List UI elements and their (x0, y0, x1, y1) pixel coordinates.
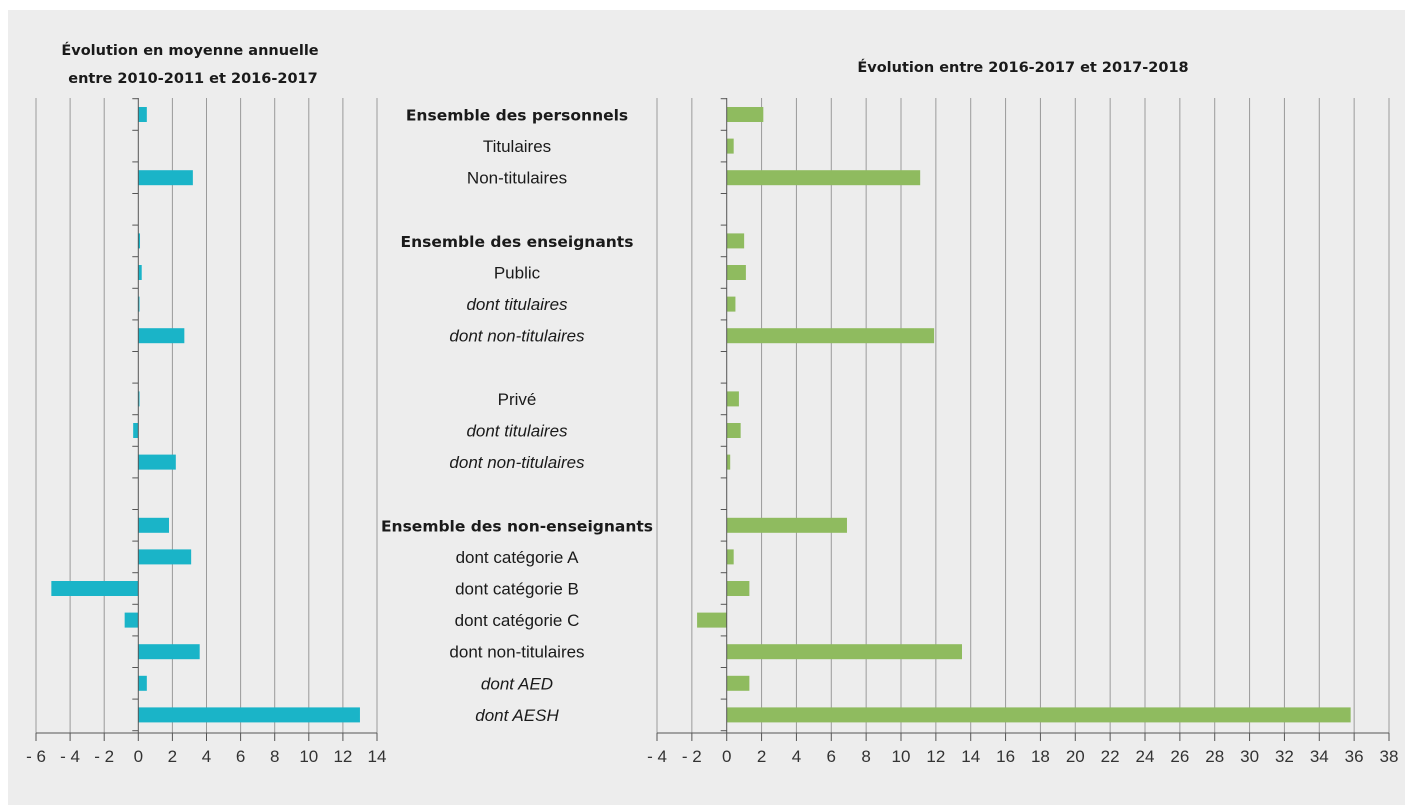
left-bar (138, 170, 193, 186)
left-x-tick-label: 10 (299, 747, 318, 766)
right-x-tick-label: 38 (1380, 747, 1399, 766)
right-bar (726, 644, 962, 660)
right-x-tick-label: - 4 (647, 747, 667, 766)
right-gridlines (656, 98, 1390, 733)
left-x-tick-label: 12 (333, 747, 352, 766)
left-x-tick-label: - 6 (26, 747, 46, 766)
right-x-tick-label: 32 (1275, 747, 1294, 766)
right-x-tick-label: 4 (792, 747, 801, 766)
right-x-tick-label: 22 (1101, 747, 1120, 766)
left-x-tick-label: 4 (202, 747, 211, 766)
right-x-tick-label: 20 (1066, 747, 1085, 766)
left-bar (124, 612, 139, 628)
left-chart-title-line-1: Évolution en moyenne annuelle (61, 42, 318, 59)
category-label: Ensemble des enseignants (401, 233, 634, 251)
right-x-tick-label: 2 (757, 747, 766, 766)
left-bar (138, 707, 360, 723)
right-x-tick-label: 12 (926, 747, 945, 766)
category-labels: Ensemble des personnels Titulaires Non-tit… (381, 107, 653, 725)
left-gridlines (35, 98, 378, 733)
right-bar (726, 581, 750, 596)
left-bar (138, 549, 192, 565)
right-bar (726, 675, 750, 691)
left-x-tick-label: 6 (236, 747, 245, 766)
left-bar (138, 328, 185, 344)
right-bar (726, 296, 736, 312)
right-axes: - 4- 2 0 2 4 6 8 10 12 14 16 18 20 22 24 26 28 30 32 34 36 3… (647, 98, 1398, 766)
left-x-tick-label: - 2 (94, 747, 114, 766)
right-bar (726, 454, 731, 470)
left-bar (133, 423, 139, 438)
right-x-tick-label: 30 (1240, 747, 1259, 766)
right-bar (726, 517, 847, 533)
category-label: dont AESH (475, 706, 559, 725)
left-bar (138, 265, 142, 280)
left-bar (138, 296, 140, 312)
left-bar (138, 675, 147, 691)
left-chart-title-line-2: entre 2010-2011 et 2016-2017 (68, 71, 317, 87)
category-label: Ensemble des personnels (406, 107, 628, 125)
category-label: dont catégorie B (455, 580, 579, 599)
left-bar (138, 107, 147, 122)
left-x-tick-label: 2 (168, 747, 177, 766)
category-label: dont titulaires (466, 422, 568, 441)
left-bars (51, 107, 360, 723)
left-bar (138, 454, 176, 470)
left-x-tick-label: 0 (134, 747, 143, 766)
category-label: Non-titulaires (467, 169, 567, 188)
right-x-tick-label: 24 (1136, 747, 1155, 766)
left-bar (51, 581, 139, 596)
category-label: Privé (498, 390, 537, 409)
right-x-tick-label: 36 (1345, 747, 1364, 766)
left-bar (138, 233, 141, 249)
category-label: dont catégorie A (456, 548, 580, 567)
right-x-tick-label: 16 (996, 747, 1015, 766)
right-x-tick-label: 6 (827, 747, 836, 766)
right-bar (726, 549, 734, 565)
right-bar (726, 138, 734, 154)
category-label: dont non-titulaires (449, 453, 585, 472)
right-bar (726, 265, 746, 280)
left-axes: - 6 - 4 - 2 0 2 4 6 8 10 12 14 (26, 98, 386, 766)
right-x-tick-label: 0 (722, 747, 731, 766)
right-x-tick-label: 34 (1310, 747, 1329, 766)
category-label: Titulaires (483, 137, 551, 156)
right-bar (726, 233, 745, 249)
category-label: dont titulaires (466, 295, 568, 314)
left-bar (138, 391, 140, 407)
right-bar (697, 612, 727, 628)
category-label: Public (494, 264, 541, 283)
right-bar (726, 107, 764, 122)
right-bar (726, 423, 741, 438)
right-x-tick-label: 18 (1031, 747, 1050, 766)
category-label: dont non-titulaires (449, 327, 585, 346)
right-bar (726, 707, 1351, 723)
category-label: Ensemble des non-enseignants (381, 517, 653, 535)
left-x-tick-label: 8 (270, 747, 279, 766)
category-label: dont AED (481, 674, 553, 693)
left-x-tick-label: 14 (368, 747, 387, 766)
left-x-tick-label: - 4 (60, 747, 80, 766)
right-bar (726, 328, 935, 344)
right-x-tick-label: 14 (961, 747, 980, 766)
right-bar (726, 170, 921, 186)
right-x-tick-label: - 2 (682, 747, 702, 766)
right-chart-title: Évolution entre 2016-2017 et 2017-2018 (857, 59, 1188, 76)
left-bar (138, 517, 169, 533)
category-label: dont non-titulaires (449, 643, 584, 662)
right-x-tick-label: 28 (1205, 747, 1224, 766)
right-x-tick-label: 26 (1170, 747, 1189, 766)
left-bar (138, 644, 200, 660)
right-x-tick-label: 8 (861, 747, 870, 766)
category-label: dont catégorie C (455, 611, 580, 630)
right-bar (726, 391, 739, 407)
right-bars (697, 107, 1351, 723)
right-x-tick-label: 10 (892, 747, 911, 766)
